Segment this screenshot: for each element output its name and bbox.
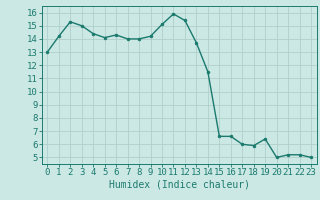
X-axis label: Humidex (Indice chaleur): Humidex (Indice chaleur) xyxy=(109,180,250,190)
